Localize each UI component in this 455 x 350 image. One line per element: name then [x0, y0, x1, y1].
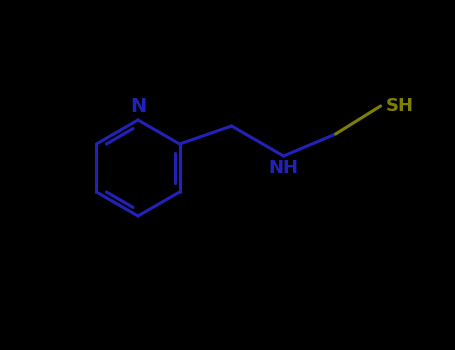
Text: NH: NH: [268, 159, 298, 177]
Text: SH: SH: [385, 97, 414, 115]
Text: N: N: [130, 97, 146, 116]
